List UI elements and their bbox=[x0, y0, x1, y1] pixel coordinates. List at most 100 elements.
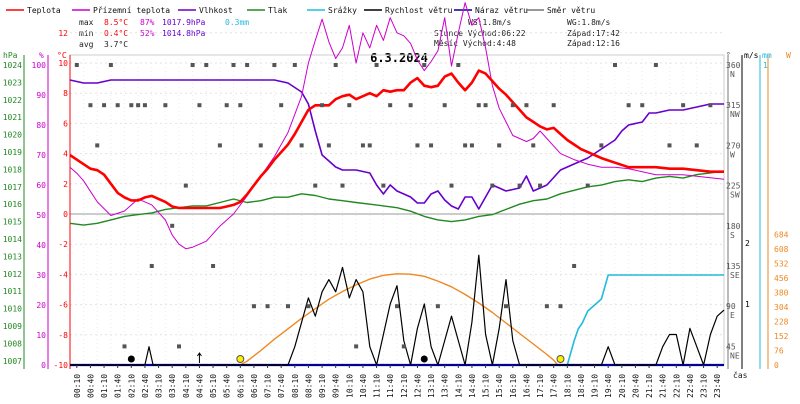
tick-celsius: 8 bbox=[63, 89, 68, 98]
series bbox=[69, 2, 725, 367]
tick-hpa: 1017 bbox=[3, 183, 22, 192]
tick-percent: 30 bbox=[36, 271, 46, 280]
stats-max-press: 1017.9hPa bbox=[162, 18, 206, 27]
wind-direction-point bbox=[326, 143, 331, 148]
wind-direction-point bbox=[360, 143, 365, 148]
tick-direction: 135 bbox=[726, 262, 741, 271]
x-tick-label: 07:40 bbox=[277, 374, 286, 398]
tick-direction-name: W bbox=[730, 150, 735, 159]
x-tick-label: 04:10 bbox=[182, 374, 191, 398]
stats-max-temp: 8.5°C bbox=[104, 18, 128, 27]
x-tick-label: 16:10 bbox=[509, 374, 518, 398]
tick-celsius: -2 bbox=[58, 240, 68, 249]
wind-direction-point bbox=[483, 103, 488, 108]
tick-celsius: 4 bbox=[63, 150, 68, 159]
axis-direction-label: ° bbox=[726, 51, 731, 60]
wind-direction-point bbox=[442, 103, 447, 108]
tick-direction: 180 bbox=[726, 222, 741, 231]
tick-direction: 90 bbox=[726, 302, 736, 311]
x-tick-label: 18:10 bbox=[563, 374, 572, 398]
wind-direction-point bbox=[640, 103, 645, 108]
tick-solar: 532 bbox=[774, 260, 789, 269]
wind-direction-point bbox=[599, 143, 604, 148]
tick-direction: 315 bbox=[726, 101, 741, 110]
stats-max-hum: 87% bbox=[140, 18, 155, 27]
wind-direction-point bbox=[149, 264, 154, 268]
tick-solar: 456 bbox=[774, 274, 789, 283]
tick-percent: 100 bbox=[32, 61, 47, 70]
astro-block: WS:1.8m/s WG:1.8m/s Slunce Východ:06:22 … bbox=[434, 18, 620, 48]
wind-direction-point bbox=[504, 304, 508, 309]
wind-direction-point bbox=[469, 143, 474, 148]
tick-direction: 270 bbox=[726, 141, 741, 150]
x-axis: 00:10 00:40 01:10 01:40 02:10 02:40 03:10 03:40… bbox=[73, 365, 722, 398]
wind-direction-point bbox=[122, 344, 127, 349]
wind-direction-point bbox=[435, 304, 440, 309]
x-tick-label: 14:40 bbox=[468, 374, 477, 398]
legend-label: Teplota bbox=[27, 6, 61, 15]
x-tick-label: 10:40 bbox=[359, 374, 368, 398]
axis-percent-label: % bbox=[39, 51, 44, 60]
wind-direction-point bbox=[286, 304, 290, 309]
tick-celsius: 0 bbox=[63, 210, 68, 219]
tick-celsius: 2 bbox=[63, 180, 68, 189]
x-tick-label: 12:40 bbox=[413, 374, 422, 398]
wind-direction-point bbox=[374, 63, 379, 67]
wind-direction-point bbox=[340, 183, 345, 188]
tick-percent: 0 bbox=[41, 361, 46, 370]
moonrise-arrow bbox=[197, 352, 202, 357]
tick-celsius: -10 bbox=[54, 361, 69, 370]
axis-rain-label: mm bbox=[762, 51, 772, 60]
tick-hpa: 1010 bbox=[3, 305, 22, 314]
tick-hpa: 1008 bbox=[3, 339, 22, 348]
wind-direction-point bbox=[395, 304, 399, 309]
x-tick-label: 00:40 bbox=[86, 374, 95, 398]
tick-solar: 380 bbox=[774, 289, 789, 298]
wind-direction-point bbox=[211, 264, 216, 268]
moon-marker bbox=[127, 355, 135, 363]
tick-percent: 80 bbox=[36, 121, 46, 130]
wind-direction-point bbox=[388, 103, 393, 108]
tick-celsius: -8 bbox=[58, 331, 68, 340]
wind-direction-point bbox=[354, 344, 359, 349]
x-tick-label: 03:40 bbox=[168, 374, 177, 398]
wind-direction-point bbox=[708, 103, 713, 108]
tick-percent: 60 bbox=[36, 181, 46, 190]
stats-min-hum: 52% bbox=[140, 29, 155, 38]
tick-direction-name: N bbox=[730, 70, 735, 79]
series-přízemní-teplota bbox=[69, 2, 725, 250]
x-tick-label: 23:40 bbox=[713, 374, 722, 398]
tick-direction-name: S bbox=[730, 231, 735, 240]
wind-direction-point bbox=[415, 143, 420, 148]
legend-label: Náraz větru bbox=[475, 6, 528, 15]
tick-celsius: 12 bbox=[58, 29, 68, 38]
x-tick-label: 14:10 bbox=[454, 374, 463, 398]
wind-direction-point bbox=[190, 63, 195, 67]
x-tick-label: 15:40 bbox=[495, 374, 504, 398]
x-tick-label: 20:10 bbox=[618, 374, 627, 398]
stats-min-press: 1014.8hPa bbox=[162, 29, 206, 38]
tick-direction-name: SW bbox=[730, 191, 740, 200]
tick-hpa: 1022 bbox=[3, 96, 22, 105]
series-vlhkost bbox=[69, 79, 724, 210]
stats-max-rain: 0.3mm bbox=[225, 18, 249, 27]
wind-direction-point bbox=[272, 63, 277, 67]
x-tick-label: 13:40 bbox=[441, 374, 450, 398]
tick-hpa: 1018 bbox=[3, 165, 22, 174]
tick-percent: 10 bbox=[36, 331, 46, 340]
x-tick-label: 17:10 bbox=[536, 374, 545, 398]
wind-direction-point bbox=[129, 103, 134, 108]
wind-direction-point bbox=[667, 143, 672, 148]
wind-direction-point bbox=[490, 183, 495, 188]
x-tick-label: 11:10 bbox=[373, 374, 382, 398]
wind-direction-point bbox=[333, 63, 338, 67]
axis-celsius-label: °C bbox=[57, 51, 67, 60]
tick-solar: 304 bbox=[774, 303, 789, 312]
tick-hpa: 1021 bbox=[3, 113, 22, 122]
tick-solar: 228 bbox=[774, 318, 789, 327]
wind-direction-point bbox=[531, 143, 536, 148]
tick-direction-name: SE bbox=[730, 271, 740, 280]
tick-hpa: 1009 bbox=[3, 322, 22, 331]
legend-label: Vlhkost bbox=[199, 6, 233, 15]
